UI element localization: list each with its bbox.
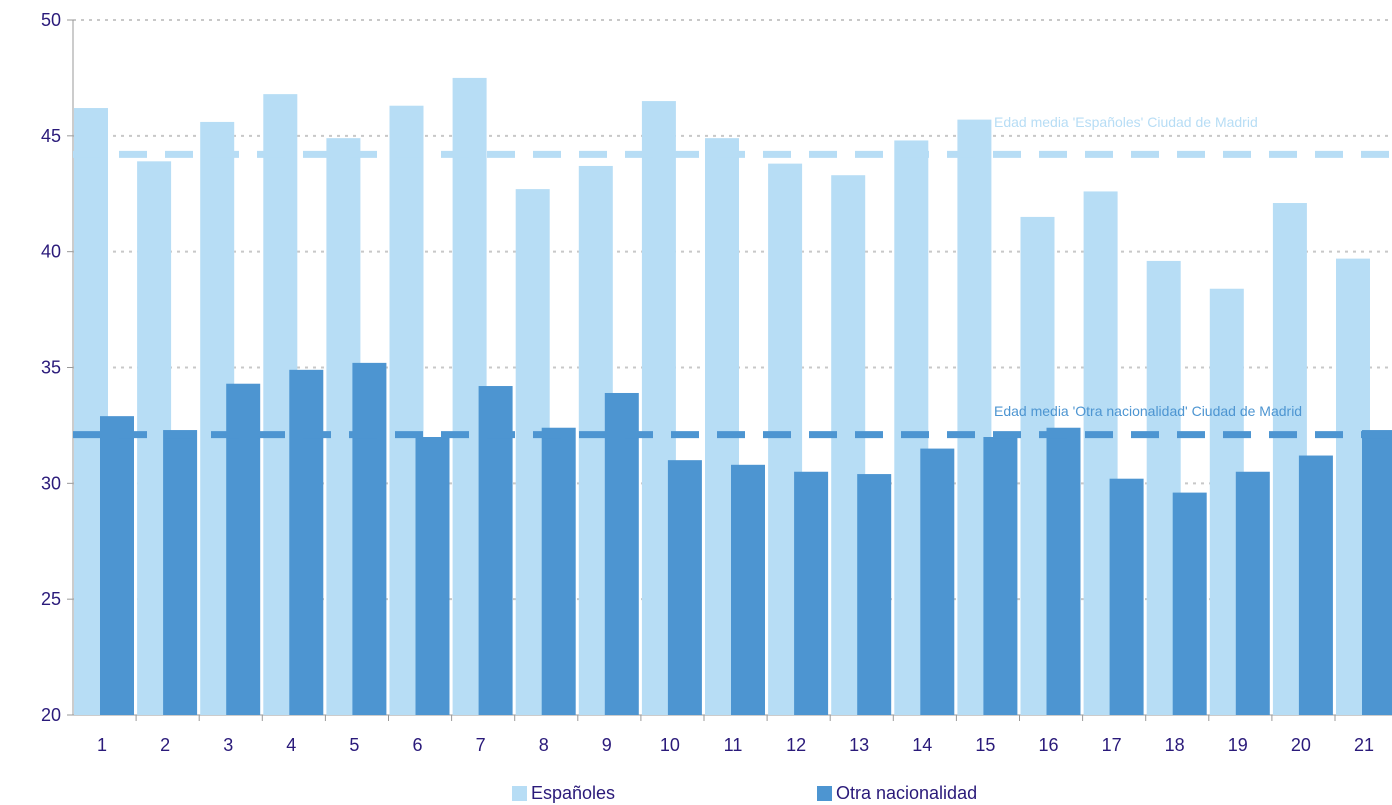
bar-otra-nacionalidad-3 <box>226 383 261 715</box>
legend-item-espanoles: Españoles <box>512 783 615 804</box>
x-tick-label: 19 <box>1228 735 1248 755</box>
bar-otra-nacionalidad-8 <box>541 427 576 715</box>
legend-item-otra-nacionalidad: Otra nacionalidad <box>817 783 977 804</box>
bar-otra-nacionalidad-9 <box>604 392 639 715</box>
bar-otra-nacionalidad-5 <box>352 362 387 715</box>
y-tick-label: 20 <box>41 705 61 725</box>
x-tick-label: 15 <box>975 735 995 755</box>
legend-swatch-otra-nacionalidad <box>817 786 832 801</box>
bars <box>74 77 1392 716</box>
bar-otra-nacionalidad-21 <box>1362 430 1392 715</box>
x-tick-label: 17 <box>1102 735 1122 755</box>
reference-line-label-espanoles: Edad media 'Españoles' Ciudad de Madrid <box>994 114 1258 130</box>
x-tick-label: 14 <box>912 735 932 755</box>
x-tick-label: 8 <box>539 735 549 755</box>
x-tick-label: 10 <box>660 735 680 755</box>
bar-otra-nacionalidad-15 <box>983 437 1018 715</box>
reference-lines: Edad media 'Españoles' Ciudad de Madrid E… <box>73 114 1392 439</box>
bar-otra-nacionalidad-2 <box>163 430 198 715</box>
bar-otra-nacionalidad-6 <box>415 437 450 715</box>
x-tick-label: 16 <box>1038 735 1058 755</box>
bar-otra-nacionalidad-19 <box>1235 471 1270 715</box>
bar-otra-nacionalidad-14 <box>920 448 955 715</box>
x-tick-label: 7 <box>476 735 486 755</box>
y-tick-label: 25 <box>41 589 61 609</box>
x-tick-label: 3 <box>223 735 233 755</box>
x-tick-label: 4 <box>286 735 296 755</box>
legend: Españoles Otra nacionalidad <box>0 783 1392 805</box>
bar-otra-nacionalidad-20 <box>1298 455 1333 715</box>
x-tick-label: 5 <box>349 735 359 755</box>
x-tick-label: 11 <box>724 735 743 755</box>
bar-otra-nacionalidad-4 <box>289 369 324 715</box>
legend-label-espanoles: Españoles <box>531 783 616 803</box>
reference-line-label-otra-nacionalidad: Edad media 'Otra nacionalidad' Ciudad de… <box>994 403 1302 419</box>
y-tick-label: 35 <box>41 358 61 378</box>
y-tick-label: 30 <box>41 473 61 493</box>
y-tick-label: 45 <box>41 126 61 146</box>
x-tick-label: 9 <box>602 735 612 755</box>
x-tick-label: 1 <box>97 735 107 755</box>
bar-otra-nacionalidad-17 <box>1109 478 1144 715</box>
y-tick-label: 50 <box>41 10 61 30</box>
x-tick-label: 6 <box>412 735 422 755</box>
x-tick-label: 12 <box>786 735 806 755</box>
bar-otra-nacionalidad-1 <box>100 416 134 715</box>
x-tick-label: 20 <box>1291 735 1311 755</box>
bar-otra-nacionalidad-7 <box>478 386 513 715</box>
bar-otra-nacionalidad-11 <box>731 464 765 715</box>
x-tick-label: 2 <box>160 735 170 755</box>
bar-otra-nacionalidad-13 <box>857 474 892 715</box>
bar-otra-nacionalidad-12 <box>794 471 829 715</box>
legend-swatch-espanoles <box>512 786 527 801</box>
bar-otra-nacionalidad-16 <box>1046 427 1081 715</box>
y-tick-label: 40 <box>41 242 61 262</box>
bar-otra-nacionalidad-10 <box>667 460 702 715</box>
legend-label-otra-nacionalidad: Otra nacionalidad <box>836 783 978 803</box>
bar-otra-nacionalidad-18 <box>1172 492 1207 715</box>
x-tick-label: 13 <box>849 735 869 755</box>
x-tick-label: 18 <box>1165 735 1185 755</box>
x-tick-label: 21 <box>1354 735 1374 755</box>
